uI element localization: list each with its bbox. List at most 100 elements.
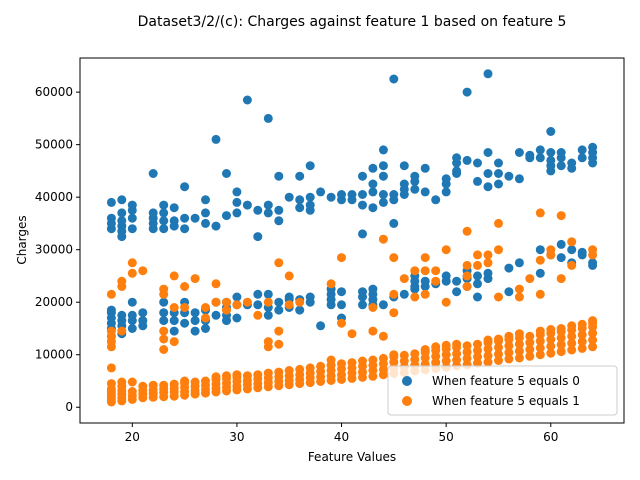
point-series-0	[159, 208, 169, 218]
point-series-0	[462, 155, 472, 165]
point-series-1	[410, 266, 420, 276]
point-series-0	[316, 321, 326, 331]
point-series-1	[399, 274, 409, 284]
x-tick-label: 20	[125, 430, 140, 444]
point-series-1	[242, 371, 252, 381]
point-series-1	[368, 355, 378, 365]
point-series-1	[588, 245, 598, 255]
point-series-0	[274, 216, 284, 226]
point-series-1	[556, 274, 566, 284]
point-series-0	[263, 310, 273, 320]
point-series-1	[389, 289, 399, 299]
point-series-0	[368, 163, 378, 173]
point-series-1	[431, 276, 441, 286]
point-series-1	[473, 250, 482, 260]
point-series-0	[253, 205, 263, 215]
point-series-1	[525, 331, 535, 341]
point-series-1	[431, 266, 441, 276]
point-series-1	[159, 326, 169, 336]
point-series-0	[148, 208, 158, 218]
point-series-1	[201, 303, 210, 312]
point-series-1	[169, 303, 179, 312]
point-series-1	[483, 344, 493, 354]
point-series-1	[546, 245, 556, 255]
point-series-1	[462, 260, 472, 270]
point-series-0	[211, 221, 221, 231]
point-series-0	[127, 213, 137, 223]
point-series-0	[117, 310, 127, 320]
point-series-1	[190, 377, 200, 387]
point-series-1	[211, 297, 221, 307]
point-series-0	[556, 253, 566, 263]
legend: When feature 5 equals 0 When feature 5 e…	[387, 365, 618, 416]
point-series-0	[410, 171, 420, 181]
point-series-1	[494, 245, 503, 255]
point-series-1	[389, 253, 399, 263]
point-series-1	[504, 348, 514, 358]
point-series-0	[399, 161, 409, 171]
point-series-1	[514, 353, 524, 363]
point-series-0	[420, 163, 430, 173]
x-tick-label: 60	[543, 430, 558, 444]
point-series-1	[410, 292, 420, 302]
point-series-1	[358, 356, 367, 366]
point-series-1	[232, 300, 242, 310]
point-series-1	[211, 372, 221, 382]
point-series-0	[588, 142, 598, 152]
point-series-0	[441, 271, 451, 281]
y-axis-label: Charges	[15, 215, 29, 264]
point-series-1	[514, 346, 524, 356]
point-series-0	[127, 224, 137, 234]
point-series-1	[473, 352, 482, 362]
point-series-1	[483, 335, 493, 345]
point-series-0	[253, 289, 263, 299]
point-series-1	[556, 340, 566, 350]
point-series-1	[473, 260, 482, 270]
point-series-0	[358, 287, 367, 297]
point-series-0	[494, 179, 503, 189]
point-series-0	[535, 153, 545, 163]
point-series-0	[473, 292, 482, 302]
point-series-0	[232, 187, 242, 197]
point-series-1	[127, 258, 137, 268]
point-series-0	[211, 134, 221, 144]
point-series-1	[138, 266, 148, 276]
legend-label-series-0: When feature 5 equals 0	[432, 374, 580, 388]
point-series-1	[441, 340, 451, 350]
point-series-0	[483, 268, 493, 278]
point-series-0	[169, 203, 179, 213]
point-series-0	[504, 171, 514, 181]
point-series-1	[211, 279, 221, 289]
point-series-1	[462, 282, 472, 291]
point-series-0	[169, 316, 179, 326]
point-series-1	[117, 276, 127, 286]
point-series-0	[378, 300, 388, 310]
point-series-0	[378, 190, 388, 199]
point-series-1	[159, 284, 169, 294]
point-series-0	[441, 187, 451, 197]
point-series-1	[452, 339, 462, 349]
point-series-1	[535, 289, 545, 299]
point-series-1	[441, 297, 451, 307]
point-series-0	[504, 263, 514, 273]
x-tick-label: 30	[229, 430, 244, 444]
point-series-0	[337, 190, 346, 199]
point-series-0	[159, 224, 169, 234]
point-series-1	[106, 326, 116, 336]
point-series-1	[222, 305, 231, 315]
point-series-0	[232, 292, 242, 302]
point-series-0	[222, 211, 231, 221]
point-series-1	[274, 326, 284, 336]
point-series-1	[577, 330, 587, 340]
point-series-0	[514, 258, 524, 268]
point-series-1	[127, 387, 137, 396]
point-series-1	[567, 345, 577, 355]
point-series-1	[337, 359, 346, 369]
point-series-1	[535, 343, 545, 353]
point-series-0	[535, 268, 545, 278]
point-series-0	[274, 171, 284, 181]
point-series-0	[138, 316, 148, 326]
point-series-1	[378, 234, 388, 244]
point-series-0	[514, 148, 524, 157]
